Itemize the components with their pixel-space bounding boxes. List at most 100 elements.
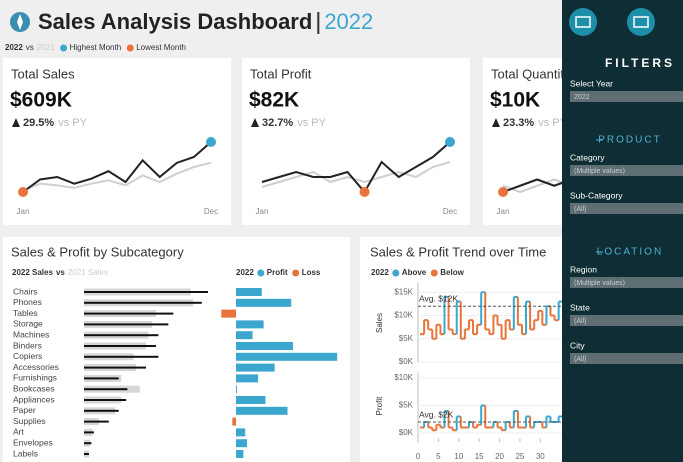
y-tick-label: $5K (399, 401, 414, 410)
profit-bar (236, 396, 266, 404)
kpi-value: $609K (10, 89, 72, 112)
filter-dropdown[interactable] (570, 203, 683, 214)
filters-title: FILTERS (605, 56, 675, 70)
kpi-vs: vs PY (538, 117, 567, 129)
legend-dot (292, 269, 300, 277)
legend-vs: vs (26, 43, 34, 52)
filter-dropdown[interactable] (570, 91, 683, 102)
profit-bar (236, 363, 275, 372)
filter-dropdown[interactable] (570, 277, 683, 288)
kpi-vs: vs PY (58, 117, 87, 129)
sales-2022-bar (84, 345, 156, 347)
subcategory-label: Accessories (13, 362, 59, 372)
kpi-card (242, 58, 470, 225)
legend-sales-prior: 2021 Sales (68, 268, 108, 277)
nav-icon (569, 8, 597, 36)
kpi-card (3, 58, 231, 225)
subcategory-label: Chairs (13, 286, 38, 296)
legend-dot (430, 269, 438, 277)
legend-dot (257, 269, 265, 277)
y-tick-label: $0K (399, 428, 414, 437)
filter-panel (562, 0, 683, 462)
legend-above: Above (402, 268, 427, 277)
sparkline-prior (22, 161, 212, 192)
filter-value: (All) (574, 318, 586, 325)
nav-icon-glyph (633, 16, 649, 28)
subcategory-label: Furnishings (13, 373, 57, 383)
legend-year: 2022 (236, 268, 254, 277)
filter-dropdown[interactable] (570, 353, 683, 364)
up-arrow (492, 118, 500, 127)
x-tick-label: 20 (495, 452, 504, 461)
subcategory-label: Envelopes (13, 437, 53, 447)
y-tick-label: $10K (394, 311, 413, 320)
up-arrow (251, 118, 259, 127)
chart-title: Sales & Profit by Subcategory (11, 244, 184, 259)
legend-dot (392, 269, 400, 277)
y-axis-label: Profit (375, 396, 384, 415)
filter-dropdown[interactable] (570, 315, 683, 326)
sales-2022-bar (84, 301, 202, 304)
sales-2022-bar (84, 377, 119, 380)
legend-loss: Loss (302, 268, 321, 277)
sales-2022-bar (84, 312, 174, 315)
kpi-title: Total Sales (11, 66, 75, 81)
kpi-value: $10K (490, 89, 540, 112)
filter-label: Category (570, 152, 605, 162)
logo-needle (17, 14, 23, 30)
kpi-change: 29.5% (23, 117, 54, 129)
legend-current: 2022 (5, 43, 23, 52)
filter-value: (All) (574, 356, 586, 363)
filter-value: 2022 (574, 94, 590, 101)
subcategory-label: Paper (13, 405, 36, 415)
kpi-vs: vs PY (297, 117, 326, 129)
loss-bar (232, 417, 236, 426)
loss-bar (221, 309, 236, 318)
up-arrow (12, 118, 20, 127)
filter-value: (All) (574, 206, 586, 213)
kpi-value: $82K (249, 89, 299, 112)
filter-label: Region (570, 264, 597, 274)
legend-below: Below (440, 268, 464, 277)
x-tick-label: 25 (515, 452, 524, 461)
lowest-month-dot (498, 187, 508, 197)
kpi-change: 32.7% (262, 117, 293, 129)
profit-bar (236, 298, 292, 307)
profit-bar (236, 428, 246, 437)
month-label: Dec (443, 207, 457, 216)
legend-year: 2022 (371, 268, 389, 277)
filter-section-title: PRODUCT (598, 135, 661, 146)
dashboard-year: 2022 (324, 9, 373, 34)
nav-icon-glyph (575, 16, 591, 28)
x-tick-label: 0 (416, 452, 421, 461)
sales-2022-bar (84, 355, 159, 358)
legend-prior: 2021 (37, 43, 55, 52)
subcategory-label: Phones (13, 297, 42, 307)
profit-bar (236, 331, 253, 340)
filter-label: State (570, 302, 590, 312)
highest-month-dot (445, 137, 455, 147)
sales-2022-bar (84, 431, 94, 434)
highest-month-dot (206, 137, 216, 147)
legend-dot (126, 44, 134, 52)
x-tick-label: 30 (536, 452, 545, 461)
subcategory-label: Binders (13, 340, 42, 350)
subcategory-label: Tables (13, 308, 38, 318)
kpi-title: Total Quantity (491, 66, 571, 81)
profit-bar (236, 342, 294, 350)
dashboard-title: Sales Analysis Dashboard (38, 9, 312, 34)
subcategory-label: Appliances (13, 394, 55, 404)
y-tick-label: $10K (394, 373, 413, 382)
nav-icon (627, 8, 655, 36)
filter-dropdown[interactable] (570, 165, 683, 176)
sales-2022-bar (84, 420, 109, 423)
sales-2022-bar (84, 323, 169, 326)
sales-2022-bar (84, 388, 128, 391)
y-axis-label: Sales (375, 313, 384, 333)
filter-value: (Multiple values) (574, 168, 625, 175)
x-tick-label: 5 (436, 452, 441, 461)
kpi-change: 23.3% (503, 117, 534, 129)
filter-value: (Multiple values) (574, 280, 625, 287)
